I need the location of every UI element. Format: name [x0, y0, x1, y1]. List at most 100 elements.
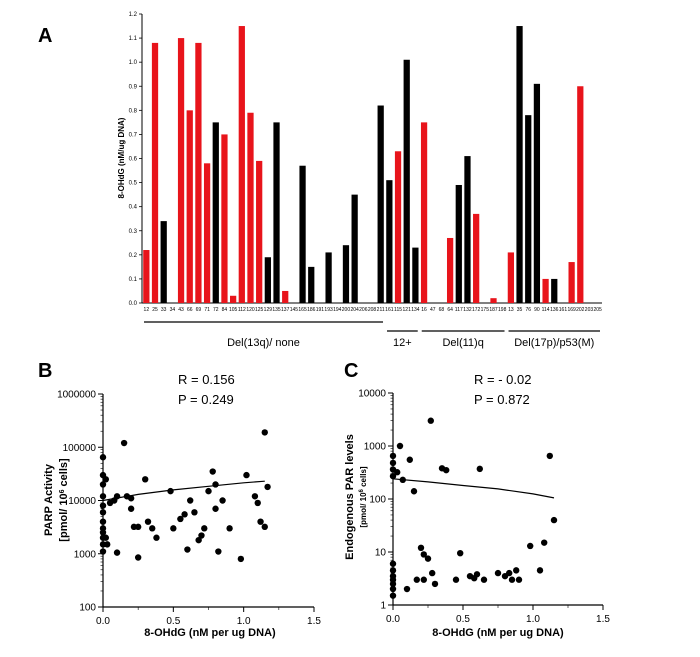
panel-c-axes: 1 10 100 1000 10000 0.0 0.5 1.0 1.5 — [358, 389, 610, 626]
panel-a-bars — [143, 26, 584, 304]
panel-a-category-label: 129 — [264, 307, 273, 313]
panel-b-data-point — [99, 518, 107, 525]
panel-a-y-tick-label: 0.0 — [129, 301, 138, 307]
panel-a-bar — [525, 115, 532, 304]
panel-c-data-point — [403, 585, 411, 593]
panel-a-group-label: Del(13q)/ none — [227, 337, 300, 349]
panel-a-category-label: 112 — [238, 307, 246, 313]
panel-c-y-unit-sup: 6 — [359, 488, 365, 492]
panel-a-category-label: 191 — [316, 307, 325, 313]
panel-b-data-point — [191, 509, 198, 516]
panel-b-y-tick-label: 1000 — [74, 549, 97, 560]
panel-c-data-point — [494, 569, 502, 577]
panel-b-fit-line — [102, 480, 265, 502]
panel-a-category-label: 68 — [439, 307, 445, 313]
panel-a-y-ticks: 0.0 0.1 0.2 0.3 0.4 0.5 0.6 0.7 0.8 0.9 1.0 1.1 1.2 — [129, 12, 142, 307]
panel-a-category-label: 187 — [489, 307, 498, 313]
panel-a-y-tick-label: 0.5 — [129, 181, 138, 187]
panel-c-data-point — [413, 576, 420, 583]
panel-a-bar — [577, 86, 584, 303]
panel-a-bar — [282, 290, 289, 303]
panel-a-category-label: 90 — [534, 307, 540, 313]
panel-a-category-label: 198 — [498, 307, 507, 313]
panel-c-data-point — [420, 551, 427, 558]
panel-b-data-point — [99, 481, 107, 488]
panel-a-category-label: 64 — [447, 307, 453, 313]
panel-b-data-point — [251, 493, 259, 500]
panel-a-category-label: 194 — [333, 307, 342, 313]
panel-b-data-point — [215, 548, 222, 555]
panel-c-data-point — [536, 567, 544, 574]
panel-b-y-axis-unit: [pmol/ 106 cells] — [58, 458, 70, 542]
panel-a-y-tick-label: 0.6 — [129, 157, 138, 163]
panel-a-category-label: 35 — [517, 307, 523, 313]
panel-a-category-label: 169 — [567, 307, 576, 313]
panel-b-data-point — [142, 476, 149, 483]
panel-a-bar — [143, 250, 150, 303]
panel-c-data-point — [429, 569, 436, 577]
panel-a-bar — [151, 42, 159, 304]
panel-c-data-point — [550, 516, 558, 524]
panel-c-data-point — [427, 417, 434, 424]
panel-a-group-label: Del(17p)/p53(M) — [514, 337, 594, 349]
panel-c-data-point — [431, 580, 439, 588]
panel-c-data-point — [508, 576, 516, 583]
panel-c-data-point — [389, 580, 397, 588]
panel-a-bar — [299, 165, 306, 303]
panel-b-data-point — [149, 525, 156, 532]
panel-a-bar — [377, 105, 384, 304]
panel-c-data-point — [394, 469, 401, 476]
panel-b-data-point — [243, 471, 250, 479]
panel-a-category-label: 137 — [281, 307, 290, 313]
panel-a-bar — [203, 163, 211, 303]
panel-c-y-axis-unit: [pmol/ 106 cells] — [359, 466, 368, 527]
panel-b-data-point — [170, 525, 177, 532]
panel-b-data-point — [134, 523, 142, 531]
panel-b-data-point — [219, 497, 226, 504]
panel-a-bar — [247, 112, 254, 303]
panel-b-data-point — [99, 493, 107, 500]
panel-a-bar — [238, 26, 245, 304]
panel-a-y-tick-label: 1.0 — [129, 60, 138, 66]
panel-c-y-tick-label: 10 — [375, 548, 387, 559]
panel-a-category-label: 66 — [187, 307, 193, 313]
panel-a-bar — [195, 42, 202, 304]
panel-c-fit-line — [392, 478, 555, 499]
panel-b-data-point — [195, 536, 202, 544]
panel-a-category-label: 47 — [430, 307, 436, 313]
panel-a-category-label: 34 — [170, 307, 176, 313]
panel-b-data-point — [127, 505, 135, 512]
panel-b-data-point — [104, 541, 111, 548]
panel-a-bar — [256, 160, 263, 303]
panel-b-y-unit-sup: 6 — [59, 489, 66, 493]
panel-b-y-tick-label: 100000 — [63, 443, 97, 454]
panel-b-y-tick-label: 1000000 — [57, 390, 96, 401]
panel-a-bar — [455, 184, 462, 303]
panel-c-data-point — [389, 585, 397, 593]
panel-c-points — [389, 417, 558, 599]
panel-a-y-tick-label: 1.1 — [129, 36, 138, 42]
panel-a-category-label: 69 — [196, 307, 202, 313]
panel-b-data-point — [198, 532, 205, 539]
panel-b-letter: B — [38, 360, 52, 382]
panel-a-bar — [308, 266, 315, 303]
panel-a-bar — [403, 59, 410, 304]
panel-c-data-point — [406, 456, 413, 463]
panel-a-y-tick-label: 0.7 — [129, 132, 138, 138]
panel-b-data-point — [212, 505, 219, 512]
panel-a-y-axis-title: 8-OHdG (nM/ug DNA) — [117, 117, 126, 198]
panel-b-data-point — [257, 518, 264, 525]
panel-b-data-point — [254, 499, 261, 507]
panel-c-data-point — [513, 567, 520, 574]
panel-b-data-point — [134, 554, 142, 561]
panel-c-data-point — [410, 488, 418, 495]
panel-a-groups: Del(13q)/ none 12+ Del(11)q Del(17p)/p53(M) — [144, 321, 600, 349]
panel-a-category-label: 161 — [559, 307, 568, 313]
panel-a-bar — [325, 252, 332, 303]
panel-b-data-point — [153, 534, 160, 541]
panel-c-data-point — [476, 465, 483, 473]
panel-a-bar — [473, 213, 480, 303]
panel-b-axes: 100 1000 10000 100000 1000000 0.0 0.5 1.0 1.5 — [57, 390, 321, 628]
panel-b-data-point — [226, 525, 233, 532]
